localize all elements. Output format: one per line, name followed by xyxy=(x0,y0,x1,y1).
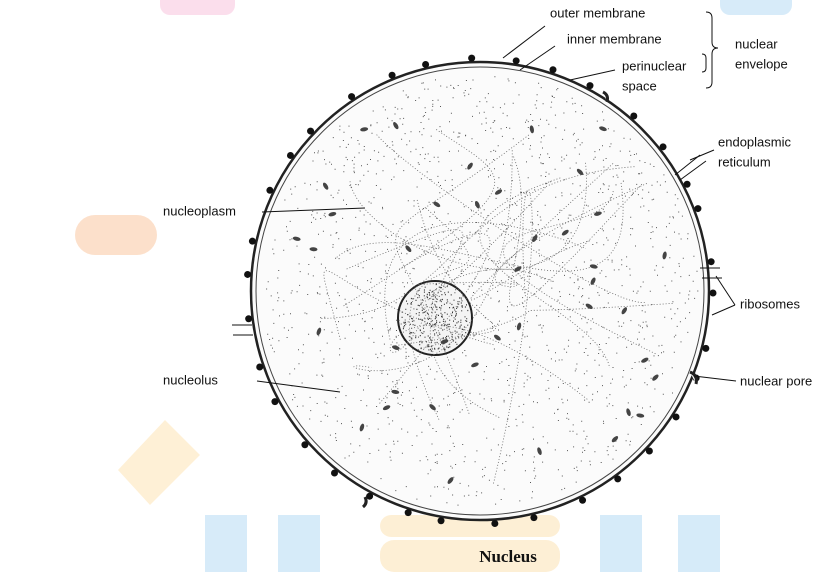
ribosome xyxy=(256,363,263,370)
ribosome xyxy=(244,271,251,278)
ribosome xyxy=(513,57,520,64)
label: nucleolus xyxy=(163,372,218,387)
label: nuclear xyxy=(735,36,778,51)
ribosome xyxy=(684,181,691,188)
ribosome xyxy=(405,509,412,516)
ribosome xyxy=(422,61,429,68)
ribosome xyxy=(271,398,278,405)
ribosome xyxy=(530,514,537,521)
ribosome xyxy=(287,152,294,159)
label: ribosomes xyxy=(740,296,800,311)
label: space xyxy=(622,78,657,93)
ribosome xyxy=(614,475,621,482)
label: perinuclear xyxy=(622,58,687,73)
ribosome xyxy=(673,413,680,420)
nucleus-drawing xyxy=(232,55,722,527)
ribosome xyxy=(438,517,445,524)
ribosome xyxy=(630,112,637,119)
label: reticulum xyxy=(718,154,771,169)
ribosome xyxy=(708,258,715,265)
label: outer membrane xyxy=(550,5,645,20)
ribosome xyxy=(245,315,252,322)
ribosome xyxy=(579,497,586,504)
label: nuclear pore xyxy=(740,373,812,388)
ribosome xyxy=(389,72,396,79)
ribosome xyxy=(660,143,667,150)
ribosome xyxy=(694,205,701,212)
ribosome xyxy=(549,66,556,73)
ribosome xyxy=(491,520,498,527)
ribosome xyxy=(709,290,716,297)
ribosome xyxy=(249,238,256,245)
label: endoplasmic xyxy=(718,134,791,149)
ribosome xyxy=(702,345,709,352)
er-stub xyxy=(675,155,706,180)
ribosome xyxy=(301,441,308,448)
label: envelope xyxy=(735,56,788,71)
title: Nucleus xyxy=(479,547,537,566)
ribosome xyxy=(468,55,475,62)
label: nucleoplasm xyxy=(163,203,236,218)
ribosome xyxy=(331,469,338,476)
er-stub xyxy=(232,325,253,335)
ribosome xyxy=(646,447,653,454)
ribosome xyxy=(307,128,314,135)
label: inner membrane xyxy=(567,31,662,46)
outer-membrane xyxy=(251,62,709,520)
ribosome xyxy=(586,82,593,89)
ribosome xyxy=(348,93,355,100)
pore xyxy=(363,497,366,507)
diagram: outer membrane inner membrane perinuclea… xyxy=(0,0,839,572)
ribosome xyxy=(266,187,273,194)
